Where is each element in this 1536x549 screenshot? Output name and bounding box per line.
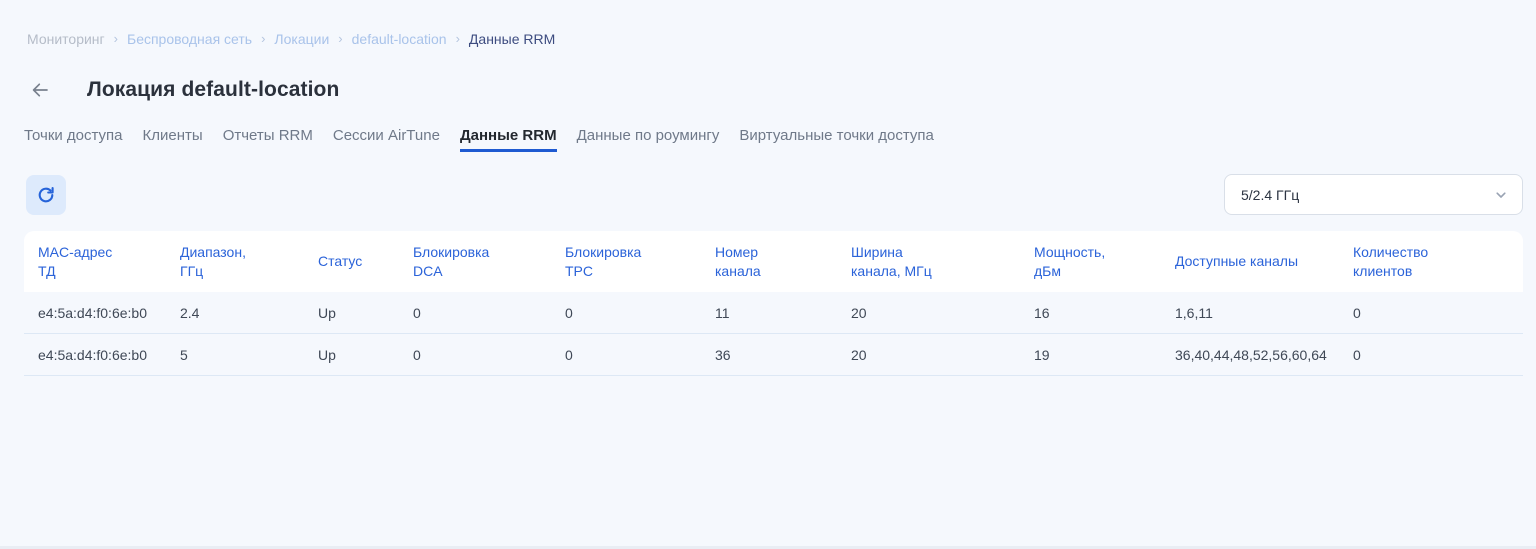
tab-access-points[interactable]: Точки доступа [24, 127, 123, 144]
band-select-value: 5/2.4 ГГц [1241, 186, 1300, 203]
tab-virtual-access-points[interactable]: Виртуальные точки доступа [739, 127, 934, 144]
rrm-data-table: MAC-адрес ТД Диапазон, ГГц Статус Блокиров… [24, 231, 1523, 376]
chevron-right-icon: › [113, 31, 118, 46]
cell-mac-address: e4:5a:d4:f0:6e:b0 [38, 346, 147, 363]
table-row: e4:5a:d4:f0:6e:b0 5 Up 0 0 36 20 19 36,4… [24, 334, 1523, 376]
band-select[interactable]: 5/2.4 ГГц [1224, 174, 1523, 215]
cell-band: 2.4 [180, 304, 200, 321]
tab-roaming-data[interactable]: Данные по роумингу [576, 127, 720, 144]
column-header-channel-number: Номер канала [715, 243, 761, 279]
cell-client-count: 0 [1353, 346, 1361, 363]
back-button[interactable] [30, 80, 50, 100]
breadcrumb-item-rrm-data: Данные RRM [468, 31, 556, 47]
breadcrumb-item-default-location[interactable]: default-location [351, 31, 447, 47]
cell-power: 19 [1034, 346, 1050, 363]
cell-channel-number: 11 [715, 304, 730, 321]
column-header-client-count: Количество клиентов [1353, 243, 1429, 279]
arrow-left-icon [32, 83, 48, 97]
column-header-tpc-lock: Блокировка TPC [565, 243, 642, 279]
tab-airtune-sessions[interactable]: Сессии AirTune [332, 127, 440, 144]
cell-channel-width: 20 [851, 346, 867, 363]
breadcrumb-item-locations[interactable]: Локации [274, 31, 330, 47]
chevron-right-icon: › [261, 31, 266, 46]
tab-bar: Точки доступа Клиенты Отчеты RRM Сессии … [24, 127, 1536, 152]
cell-channel-number: 36 [715, 346, 731, 363]
chevron-down-icon [1496, 191, 1506, 198]
cell-dca-lock: 0 [413, 346, 421, 363]
table-row: e4:5a:d4:f0:6e:b0 2.4 Up 0 0 11 20 16 1,… [24, 292, 1523, 334]
column-header-status: Статус [318, 253, 363, 269]
cell-tpc-lock: 0 [565, 304, 573, 321]
cell-available-channels: 1,6,11 [1175, 304, 1213, 321]
column-header-mac-address: MAC-адрес ТД [38, 243, 113, 279]
cell-status: Up [318, 304, 336, 321]
toolbar: 5/2.4 ГГц [26, 174, 1523, 215]
tab-rrm-reports[interactable]: Отчеты RRM [222, 127, 313, 144]
cell-channel-width: 20 [851, 304, 867, 321]
column-header-available-channels: Доступные каналы [1175, 253, 1299, 269]
cell-available-channels: 36,40,44,48,52,56,60,64 [1175, 346, 1327, 363]
cell-band: 5 [180, 346, 188, 363]
page-title: Локация default-location [87, 78, 340, 101]
chevron-right-icon: › [338, 31, 343, 46]
column-header-power: Мощность, дБм [1034, 243, 1106, 279]
cell-tpc-lock: 0 [565, 346, 573, 363]
cell-mac-address: e4:5a:d4:f0:6e:b0 [38, 304, 147, 321]
column-header-dca-lock: Блокировка DCA [413, 243, 490, 279]
cell-status: Up [318, 346, 336, 363]
column-header-band: Диапазон, ГГц [180, 243, 246, 279]
refresh-icon [38, 186, 54, 202]
column-header-channel-width: Ширина канала, МГц [851, 243, 932, 279]
breadcrumb-item-wireless-network[interactable]: Беспроводная сеть [127, 31, 253, 47]
cell-dca-lock: 0 [413, 304, 421, 321]
tab-clients[interactable]: Клиенты [142, 127, 203, 144]
breadcrumb-item-monitoring: Мониторинг [27, 31, 105, 47]
table-header-row: MAC-адрес ТД Диапазон, ГГц Статус Блокиров… [24, 231, 1523, 292]
refresh-button[interactable] [26, 174, 66, 215]
page-header: Локация default-location [30, 76, 1536, 104]
cell-power: 16 [1034, 304, 1050, 321]
tab-rrm-data[interactable]: Данные RRM [459, 127, 557, 152]
chevron-right-icon: › [455, 31, 460, 46]
breadcrumb: Мониторинг › Беспроводная сеть › Локации… [27, 31, 1536, 48]
cell-client-count: 0 [1353, 304, 1361, 321]
